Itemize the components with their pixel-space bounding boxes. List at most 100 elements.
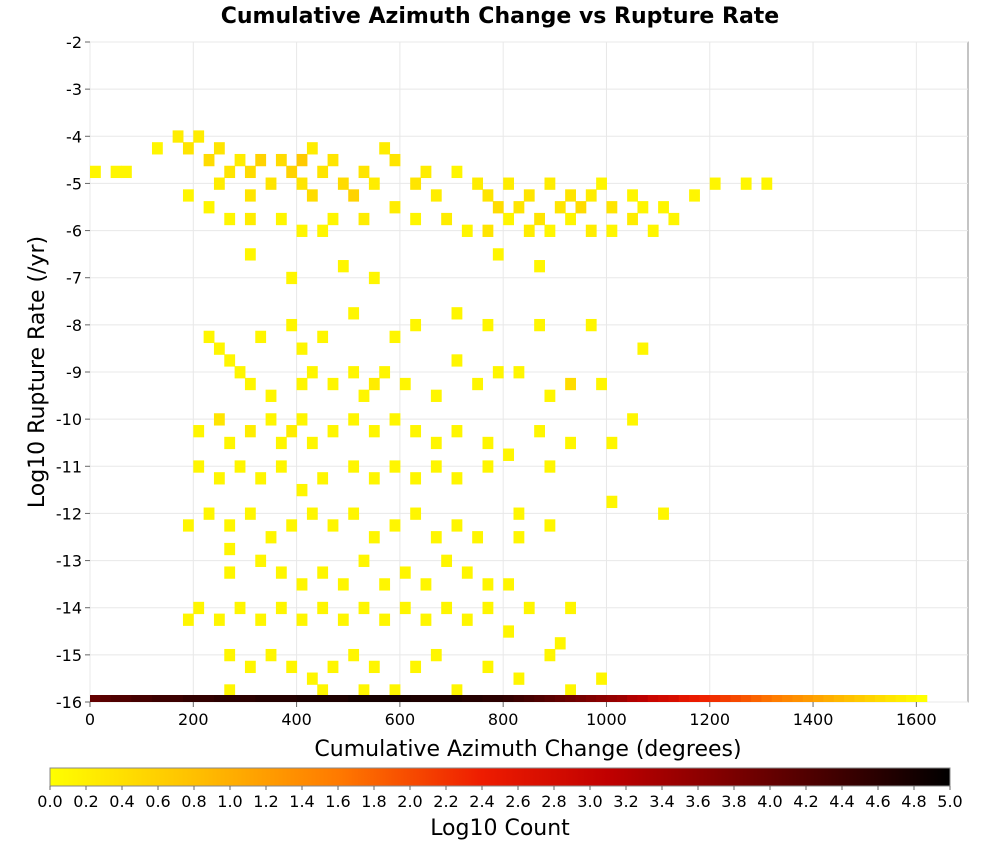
grid-lines [89, 41, 968, 703]
heatmap-cell [451, 425, 463, 438]
bottom-row-cell [172, 695, 184, 702]
heatmap-cell [482, 460, 494, 473]
heatmap-cell [306, 142, 318, 155]
bottom-row-cell [368, 695, 380, 702]
heatmap-cell [513, 507, 525, 520]
heatmap-cell [213, 413, 225, 426]
heatmap-cell [544, 389, 556, 402]
x-tick-label: 600 [385, 710, 416, 729]
heatmap-cell [327, 212, 339, 226]
bottom-row-cell [358, 695, 370, 702]
heatmap-cell [203, 330, 215, 344]
colorbar-tick-label: 0.4 [109, 792, 134, 811]
heatmap-cell [606, 224, 618, 237]
bottom-row-cell [203, 695, 215, 702]
bottom-row-cell [275, 695, 287, 702]
heatmap-cell [203, 201, 215, 214]
colorbar-tick-label: 2.6 [505, 792, 530, 811]
heatmap-cell [410, 318, 422, 332]
heatmap-cell [110, 165, 122, 179]
heatmap-cell [286, 425, 298, 438]
bottom-row-cell [751, 695, 763, 702]
bottom-row-cell [916, 695, 928, 702]
heatmap-cell [534, 212, 545, 226]
heatmap-cell [224, 542, 236, 556]
heatmap-cell [296, 153, 308, 167]
heatmap-cell [358, 554, 370, 567]
bottom-row-cell [575, 695, 587, 702]
bottom-row-cell [585, 695, 597, 702]
bottom-row-cell [668, 695, 680, 702]
heatmap-cell [658, 507, 669, 520]
bottom-row-cell [730, 695, 742, 702]
heatmap-cell [193, 460, 205, 473]
heatmap-cell [317, 601, 329, 615]
heatmap-cell [596, 377, 607, 391]
bottom-row-cell [348, 695, 360, 702]
heatmap-cell [379, 578, 391, 591]
y-tick-label: -3 [66, 80, 82, 99]
colorbar-ticks: 0.0 0.2 0.4 0.6 0.8 1.0 1.2 1.4 1.6 1.8 2.0 2.2 2.4 2… [37, 786, 963, 811]
heatmap-cell [554, 201, 566, 214]
heatmap-cell [182, 142, 194, 155]
heatmap-cell [430, 189, 442, 202]
heatmap-cell [224, 165, 236, 179]
bottom-row-cell [451, 695, 463, 702]
heatmap-cell [182, 613, 194, 626]
heatmap-cell [627, 413, 638, 426]
heatmap-cell [482, 601, 494, 615]
y-axis-ticks: -2 -3 -4 -5 -6 -7 -8 -9 -10 -11 -12 -13 -14 -15 -16 [56, 33, 90, 712]
colorbar-tick-label: 3.8 [721, 792, 746, 811]
heatmap-cell [565, 684, 576, 697]
heatmap-cell [430, 648, 442, 662]
bottom-row-cell [699, 695, 711, 702]
bottom-row-cell [606, 695, 618, 702]
heatmap-cell [544, 648, 556, 662]
colorbar-tick-label: 4.2 [793, 792, 818, 811]
heatmap-cell [275, 460, 287, 473]
heatmap-cell [244, 248, 256, 261]
heatmap-cell [337, 578, 349, 591]
heatmap-cell [430, 436, 442, 450]
heatmap-cell [348, 189, 360, 202]
heatmap-cell [90, 165, 101, 179]
bottom-row-cell [678, 695, 690, 702]
heatmap-cell [348, 366, 360, 379]
heatmap-cell [348, 307, 360, 320]
heatmap-cell [668, 212, 680, 226]
heatmap-cell [224, 566, 236, 579]
bottom-row-cell [182, 695, 194, 702]
heatmap-cell [296, 224, 308, 237]
heatmap-cell [472, 377, 484, 391]
heatmap-cell [523, 224, 535, 237]
heatmap-cell [503, 212, 515, 226]
bottom-row-cell [875, 695, 886, 702]
heatmap-cell [275, 153, 287, 167]
bottom-row-cell [544, 695, 556, 702]
bottom-row-cell [492, 695, 504, 702]
y-tick-label: -9 [66, 363, 82, 382]
colorbar-tick-label: 5.0 [937, 792, 962, 811]
heatmap-cell [255, 554, 267, 567]
heatmap-cell [761, 177, 773, 190]
bottom-row-cell [317, 695, 329, 702]
bottom-row-cell [337, 695, 349, 702]
bottom-row-cell [895, 695, 907, 702]
heatmap-cell [213, 142, 225, 155]
bottom-row-cell [637, 695, 649, 702]
heatmap-cell [503, 448, 515, 461]
heatmap-cell [275, 212, 287, 226]
heatmap-cell [389, 519, 401, 532]
heatmap-cell [265, 413, 277, 426]
bottom-row-cell [399, 695, 411, 702]
bottom-row-cell [720, 695, 732, 702]
chart-title: Cumulative Azimuth Change vs Rupture Rat… [221, 4, 779, 29]
heatmap-cell [368, 472, 380, 485]
heatmap-cell [637, 342, 649, 355]
heatmap-cell [203, 507, 215, 520]
heatmap-cell [213, 613, 225, 626]
heatmap-cell [430, 389, 442, 402]
heatmap-cell [234, 153, 246, 167]
y-tick-label: -5 [66, 174, 82, 193]
heatmap-cell [606, 201, 618, 214]
